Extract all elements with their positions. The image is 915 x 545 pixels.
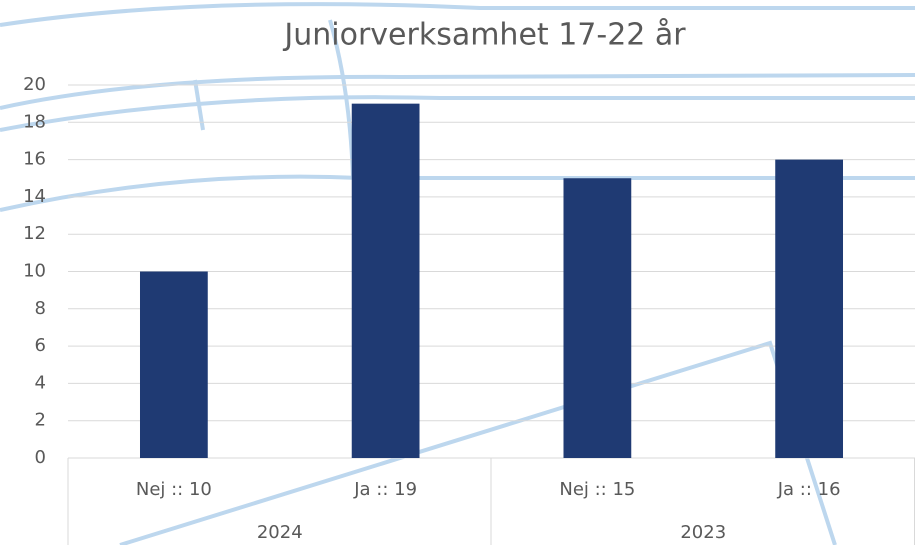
- y-tick-label: 0: [35, 447, 46, 468]
- y-tick-label: 14: [23, 186, 46, 207]
- y-tick-label: 18: [23, 111, 46, 132]
- x-tick-label: Nej :: 10: [136, 479, 212, 500]
- bar: [775, 160, 843, 458]
- y-tick-label: 10: [23, 261, 46, 282]
- bar: [140, 272, 208, 459]
- bar: [352, 104, 420, 458]
- x-tick-label: Nej :: 15: [559, 479, 635, 500]
- chart: Juniorverksamhet 17-22 år 0 2 4 6 8 10 12 14 16 1…: [0, 0, 915, 545]
- y-tick-label: 4: [35, 372, 46, 393]
- y-tick-label: 2: [35, 410, 46, 431]
- chart-title: Juniorverksamhet 17-22 år: [282, 18, 686, 53]
- x-tick-label: Ja :: 19: [353, 479, 417, 500]
- group-label: 2023: [680, 522, 726, 543]
- y-tick-label: 12: [23, 223, 46, 244]
- y-tick-label: 6: [35, 335, 46, 356]
- y-tick-label: 16: [23, 149, 46, 170]
- group-label: 2024: [257, 522, 303, 543]
- y-tick-label: 8: [35, 298, 46, 319]
- y-tick-label: 20: [23, 74, 46, 95]
- x-tick-label: Ja :: 16: [777, 479, 841, 500]
- bar: [563, 178, 631, 458]
